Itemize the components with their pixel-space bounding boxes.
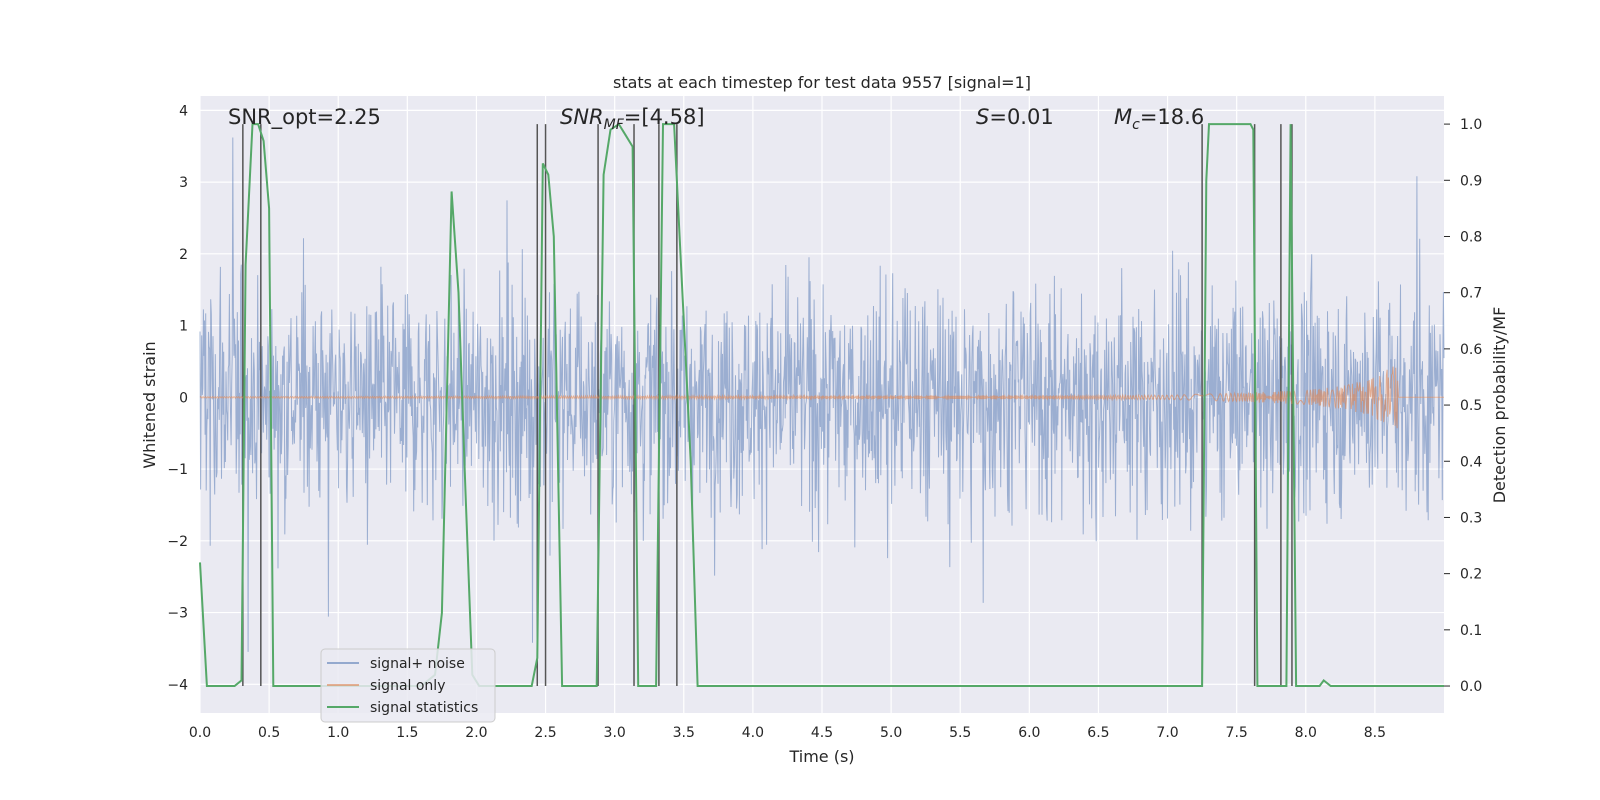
- snr-mf-value: =[4.58]: [624, 105, 705, 129]
- x-tick-labels: 0.0 0.5 1.0 1.5 2.0 2.5 3.0 3.5 4.0 4.5 5.0 5.5 6.0 6…: [189, 725, 1386, 741]
- signal-statistics-line: [199, 122, 1444, 687]
- y-right-axis-label: Detection probability/MF: [1490, 307, 1509, 504]
- legend-box: [320, 648, 496, 723]
- x-tick-label: 4.0: [742, 725, 764, 741]
- snr-opt-annotation: SNR_opt=2.25: [228, 105, 381, 130]
- legend-label-noise: signal+ noise: [370, 656, 465, 672]
- y-tick-label: −4: [167, 677, 188, 693]
- x-tick-label: 5.5: [949, 725, 971, 741]
- y-right-tick-label: 0.1: [1460, 623, 1482, 639]
- x-tick-label: 2.0: [465, 725, 487, 741]
- mc-main: M: [1114, 105, 1132, 129]
- y-right-tick-label: 0.0: [1460, 679, 1482, 695]
- s-main: S: [976, 105, 989, 129]
- y-right-tick-label: 0.9: [1460, 173, 1482, 189]
- x-tick-label: 1.0: [327, 725, 349, 741]
- x-tick-label: 1.5: [396, 725, 418, 741]
- signal-plus-noise-series: [199, 137, 1445, 652]
- x-tick-label: 6.5: [1087, 725, 1109, 741]
- mc-sub: c: [1132, 117, 1140, 133]
- y-right-tick-label: 0.4: [1460, 454, 1482, 470]
- y-right-tick-label: 0.3: [1460, 510, 1482, 526]
- x-tick-label: 7.0: [1156, 725, 1178, 741]
- x-tick-label: 7.5: [1226, 725, 1248, 741]
- x-tick-label: 4.5: [811, 725, 833, 741]
- snr-mf-annotation: SNRMF=[4.58]: [560, 105, 705, 133]
- y-right-tick-label: 0.8: [1460, 229, 1482, 245]
- x-tick-label: 0.5: [258, 725, 280, 741]
- noise-line: [199, 137, 1445, 652]
- x-tick-label: 0.0: [189, 725, 211, 741]
- y-right-tick-label: 0.6: [1460, 342, 1482, 358]
- x-tick-label: 6.0: [1018, 725, 1040, 741]
- y-tick-label: −2: [167, 534, 188, 550]
- y-tick-labels: 4 3 2 1 0 −1 −2 −3 −4: [167, 103, 188, 693]
- y-tick-label: 3: [179, 175, 188, 191]
- y-right-tick-label: 1.0: [1460, 117, 1482, 133]
- mc-annotation: Mc=18.6: [1114, 105, 1204, 133]
- legend: signal+ noise signal only signal statist…: [320, 648, 496, 723]
- x-tick-label: 8.0: [1295, 725, 1317, 741]
- y-right-tick-label: 0.5: [1460, 398, 1482, 414]
- chart-title: stats at each timestep for test data 955…: [613, 73, 1031, 92]
- y-tick-label: 0: [179, 390, 188, 406]
- s-value: =0.01: [989, 105, 1053, 129]
- legend-label-stats: signal statistics: [370, 700, 478, 716]
- x-tick-label: 3.0: [604, 725, 626, 741]
- y-tick-label: −3: [167, 606, 188, 622]
- snr-mf-main: SNR: [560, 105, 604, 129]
- signal-only-line: [199, 366, 1444, 429]
- y-axis-label: Whitened strain: [140, 341, 159, 468]
- y-tick-label: 4: [179, 103, 188, 119]
- signal-statistics-series: [199, 122, 1444, 687]
- x-tick-label: 2.5: [534, 725, 556, 741]
- legend-label-signal: signal only: [370, 678, 445, 694]
- y-tick-label: 2: [179, 247, 188, 263]
- y-right-tick-label: 0.2: [1460, 567, 1482, 583]
- x-tick-label: 3.5: [673, 725, 695, 741]
- y-tick-label: −1: [167, 462, 188, 478]
- x-tick-label: 8.5: [1364, 725, 1386, 741]
- x-tick-label: 5.0: [880, 725, 902, 741]
- y-tick-label: 1: [179, 319, 188, 335]
- y-right-tick-labels: 1.0 0.9 0.8 0.7 0.6 0.5 0.4 0.3 0.2 0.1 0.0: [1444, 117, 1482, 695]
- marker-lines: [242, 124, 1293, 687]
- y-right-tick-label: 0.7: [1460, 286, 1482, 302]
- s-annotation: S=0.01: [976, 105, 1054, 129]
- snr-mf-sub: MF: [604, 117, 625, 133]
- signal-only-series: [199, 366, 1444, 429]
- x-axis-label: Time (s): [788, 747, 854, 766]
- mc-value: =18.6: [1140, 105, 1204, 129]
